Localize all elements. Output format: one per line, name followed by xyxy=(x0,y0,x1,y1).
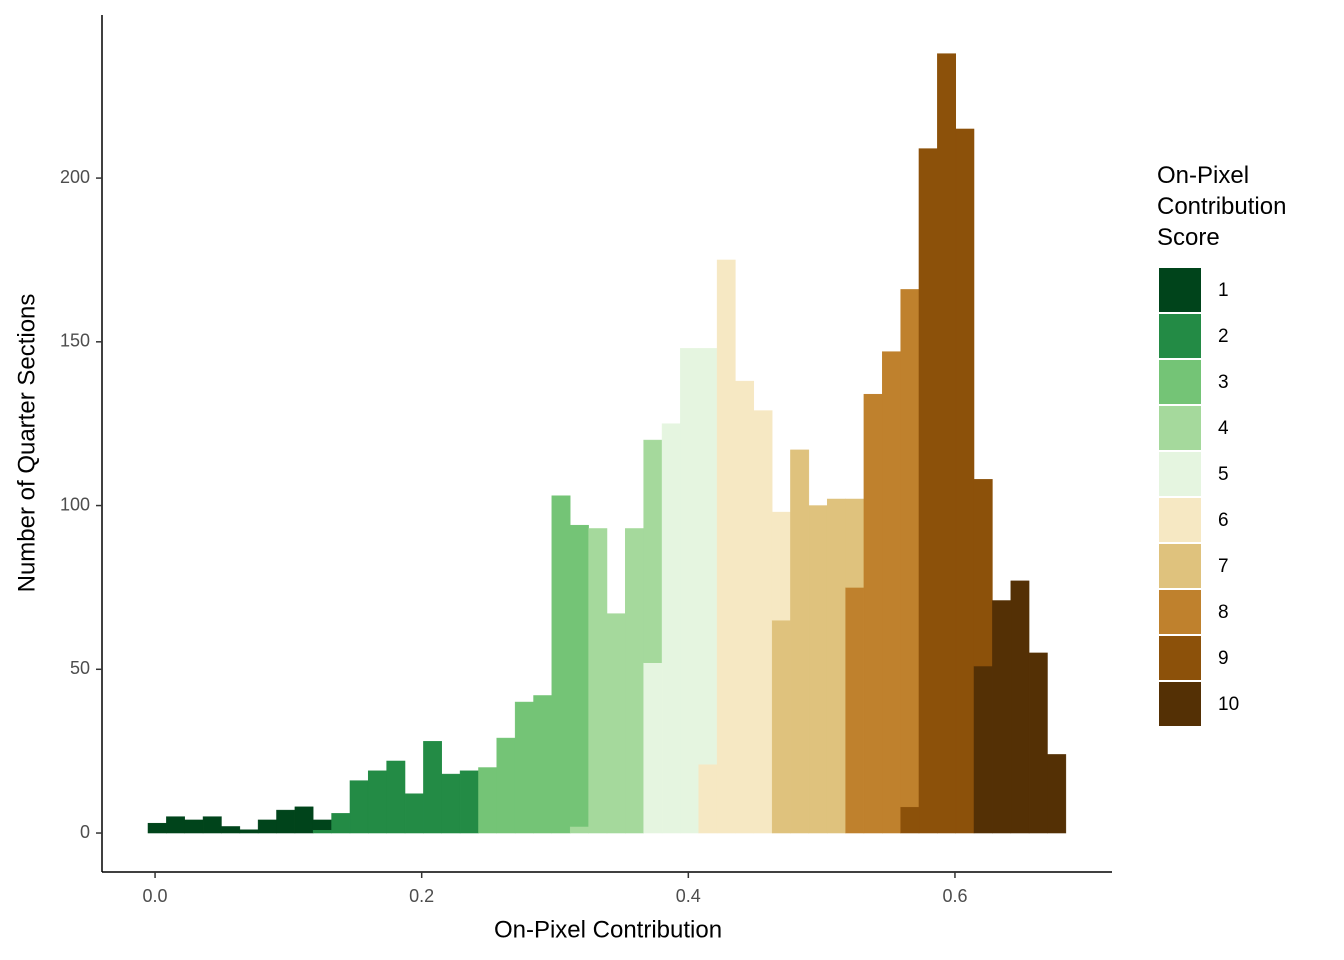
legend-swatch xyxy=(1159,268,1201,312)
bar xyxy=(496,737,516,834)
legend-label: 8 xyxy=(1218,602,1229,623)
bar xyxy=(698,764,718,834)
bar xyxy=(459,770,479,834)
legend-title: On-Pixel Contribution Score xyxy=(1157,162,1286,251)
bar xyxy=(790,449,810,834)
legend-label: 4 xyxy=(1218,418,1229,439)
bar xyxy=(1010,580,1030,834)
bar xyxy=(900,289,920,808)
y-tick-label: 50 xyxy=(70,658,90,678)
legend-label: 6 xyxy=(1218,510,1229,531)
legend-label: 5 xyxy=(1218,464,1229,485)
bar xyxy=(937,53,957,834)
bar xyxy=(147,822,167,834)
bar xyxy=(606,613,626,834)
bar xyxy=(625,528,644,834)
bar xyxy=(973,665,993,834)
legend-swatch xyxy=(1159,682,1201,726)
y-axis-title: Number of Quarter Sections xyxy=(13,294,40,593)
bar xyxy=(845,498,865,588)
legend-swatch xyxy=(1159,314,1201,358)
bar xyxy=(221,826,241,834)
bar xyxy=(900,806,920,834)
bar xyxy=(882,351,901,834)
x-axis-title: On-Pixel Contribution xyxy=(494,916,722,943)
legend-swatch xyxy=(1159,406,1201,450)
legend-swatch xyxy=(1159,544,1201,588)
bar xyxy=(441,773,461,834)
bar xyxy=(294,806,314,834)
legend-label: 10 xyxy=(1218,694,1239,715)
legend-swatch xyxy=(1159,590,1201,634)
bar xyxy=(331,813,351,834)
bar xyxy=(551,495,571,834)
bar xyxy=(771,511,791,621)
bar xyxy=(955,128,975,834)
bar xyxy=(845,587,865,834)
bar xyxy=(661,423,681,834)
bar xyxy=(716,259,736,834)
bar xyxy=(166,816,185,834)
legend-label: 9 xyxy=(1218,648,1229,669)
x-tick-label: 0.0 xyxy=(143,886,168,906)
bar xyxy=(753,410,773,834)
legend-swatch xyxy=(1159,360,1201,404)
bar xyxy=(312,819,332,831)
bar xyxy=(826,498,846,834)
bar xyxy=(588,528,608,834)
legend-swatch xyxy=(1159,636,1201,680)
bar xyxy=(349,780,369,834)
bar xyxy=(1047,754,1067,834)
legend-label: 7 xyxy=(1218,556,1229,577)
legend-label: 2 xyxy=(1218,326,1229,347)
y-tick-label: 150 xyxy=(60,331,90,351)
bar xyxy=(569,524,589,827)
bar xyxy=(276,809,296,834)
legend-label: 1 xyxy=(1218,280,1229,301)
bar xyxy=(514,701,534,834)
bar xyxy=(973,479,993,667)
bar xyxy=(643,662,663,834)
bar xyxy=(423,741,442,834)
bar xyxy=(698,348,718,765)
y-tick-label: 200 xyxy=(60,167,90,187)
legend-label: 3 xyxy=(1218,372,1229,393)
bar xyxy=(184,819,204,834)
x-tick-label: 0.2 xyxy=(409,886,434,906)
bar xyxy=(239,829,259,834)
bar xyxy=(367,770,387,834)
bar xyxy=(771,619,791,834)
legend-swatch xyxy=(1159,498,1201,542)
y-tick-label: 100 xyxy=(60,494,90,514)
bar xyxy=(404,793,424,834)
bar xyxy=(569,826,589,834)
bar xyxy=(735,380,755,834)
bar xyxy=(202,816,222,834)
y-tick-label: 0 xyxy=(80,822,90,842)
bar xyxy=(680,348,699,834)
bar xyxy=(533,695,553,834)
bar xyxy=(643,439,663,663)
bar xyxy=(918,148,938,834)
x-tick-label: 0.4 xyxy=(676,886,701,906)
bar xyxy=(992,600,1012,834)
x-tick-label: 0.6 xyxy=(942,886,967,906)
bar xyxy=(478,767,497,834)
bar xyxy=(1028,652,1048,834)
bar xyxy=(863,393,883,834)
bar xyxy=(808,505,828,834)
legend-swatch xyxy=(1159,452,1201,496)
bar xyxy=(386,760,406,834)
bar xyxy=(312,829,332,834)
bar xyxy=(257,819,277,834)
